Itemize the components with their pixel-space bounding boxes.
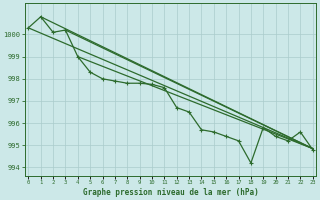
X-axis label: Graphe pression niveau de la mer (hPa): Graphe pression niveau de la mer (hPa) <box>83 188 259 197</box>
